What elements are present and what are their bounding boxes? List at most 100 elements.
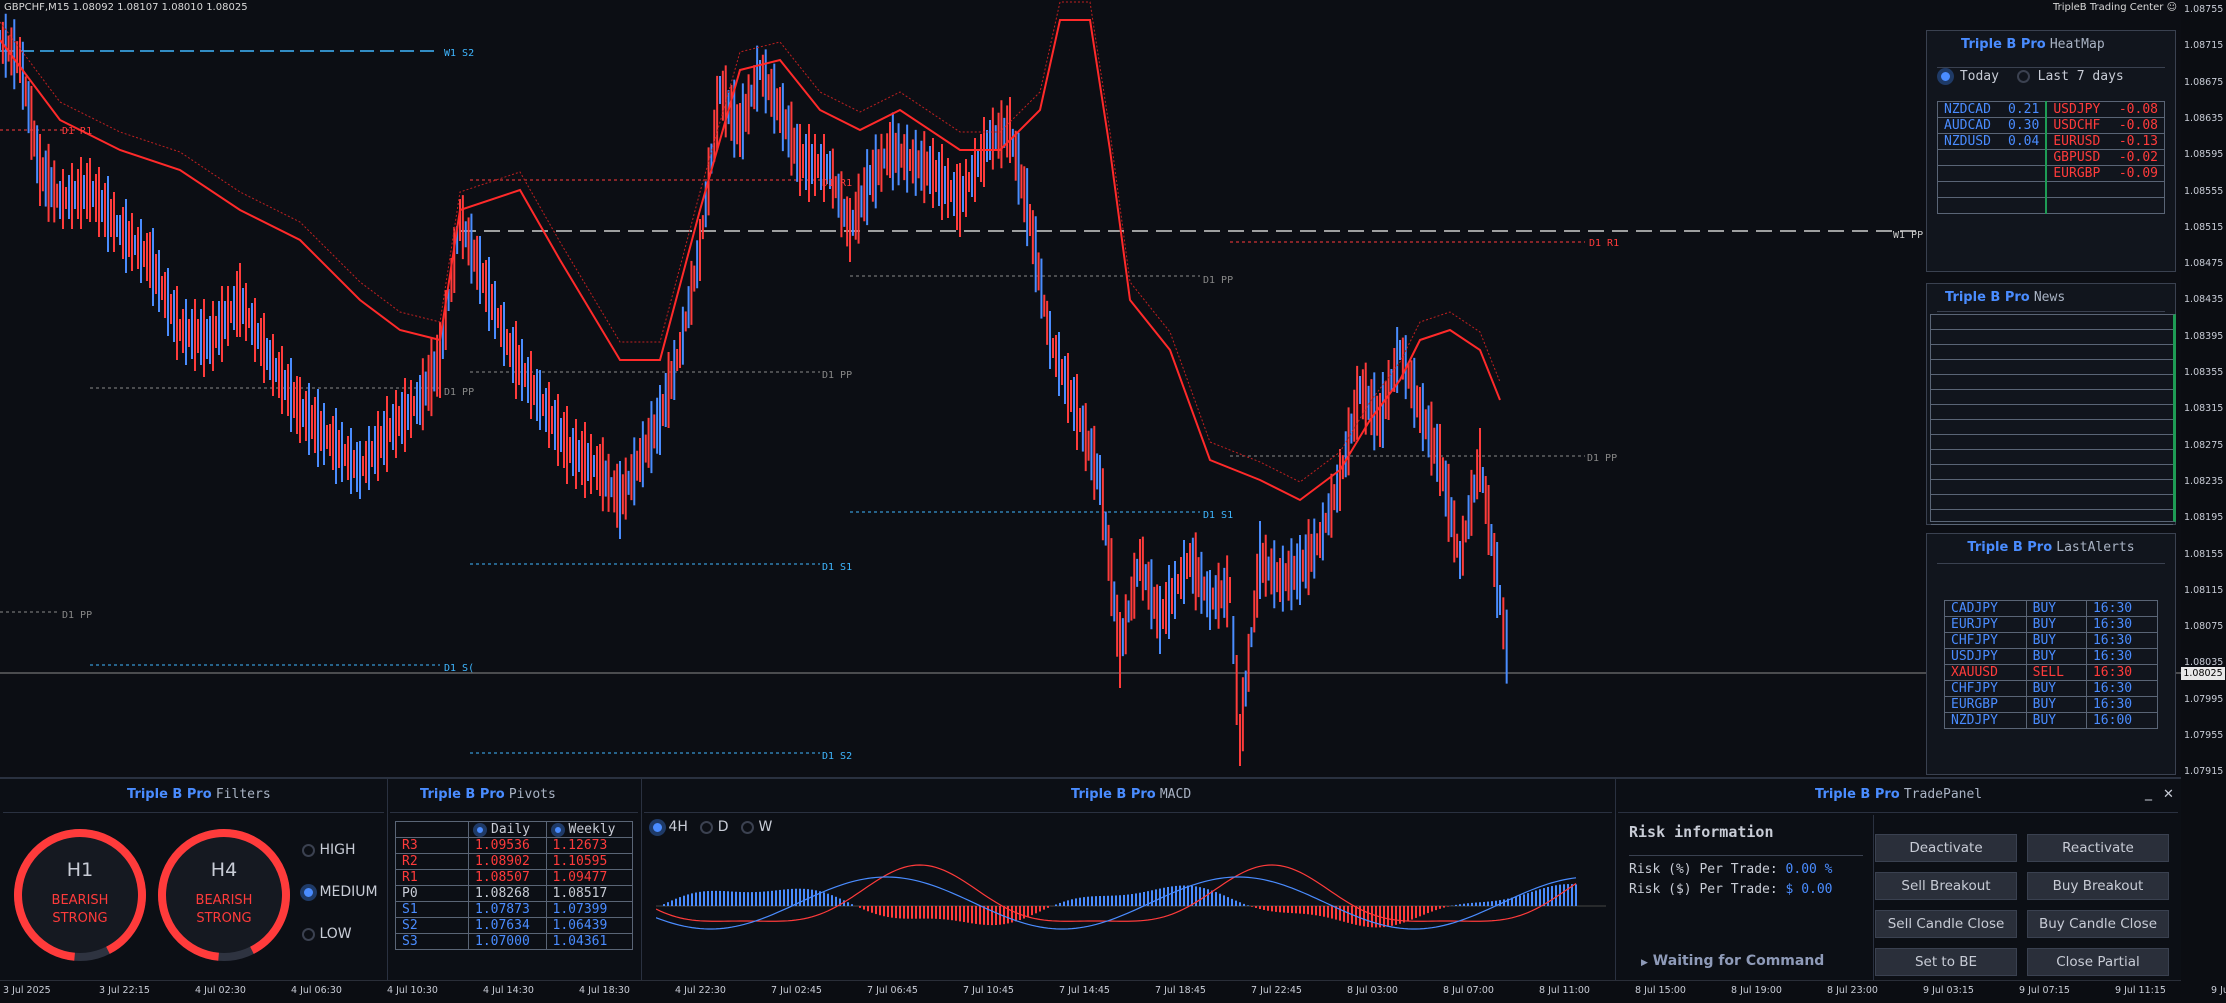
buy-candle-close-button[interactable]: Buy Candle Close (2027, 910, 2169, 938)
time-tick: 7 Jul 14:45 (1059, 985, 1110, 996)
alert-row[interactable]: EURJPY BUY 16:30 (1944, 616, 2159, 633)
deactivate-button[interactable]: Deactivate (1875, 834, 2017, 862)
time-tick: 8 Jul 23:00 (1827, 985, 1878, 996)
news-row[interactable] (1931, 315, 2173, 330)
heatmap-cell-negative: EURGBP -0.09 (2045, 165, 2166, 182)
minimize-button[interactable]: _ (2145, 785, 2152, 801)
pivot-weekly: 1.08517 (545, 885, 634, 902)
option-medium[interactable]: MEDIUM (302, 871, 378, 913)
radio-daily[interactable] (475, 824, 485, 835)
news-row[interactable] (1931, 360, 2173, 375)
level-label-w1-s2: W1 S2 (444, 48, 475, 59)
alert-side: BUY (2025, 680, 2087, 697)
heatmap-pair: NZDCAD (1944, 102, 1991, 117)
option-today[interactable]: Today (1959, 69, 1999, 84)
radio-w[interactable] (741, 820, 755, 834)
dial-direction: BEARISH (51, 893, 109, 908)
option-w[interactable]: W (758, 819, 773, 835)
risk-usd-row: Risk ($) Per Trade: $ 0.00 (1629, 882, 1833, 897)
radio-today[interactable] (1939, 70, 1952, 83)
heatmap-value: 0.30 (2008, 118, 2040, 133)
sell-breakout-button[interactable]: Sell Breakout (1875, 872, 2017, 900)
news-row[interactable] (1931, 450, 2173, 465)
h1-trend-dial: H1 BEARISH STRONG (10, 825, 150, 965)
price-tick: 1.08355 (2184, 367, 2224, 378)
time-tick: 4 Jul 22:30 (675, 985, 726, 996)
sell-candle-close-button[interactable]: Sell Candle Close (1875, 910, 2017, 938)
alert-row[interactable]: USDJPY BUY 16:30 (1944, 648, 2159, 665)
alert-time: 16:30 (2085, 616, 2159, 633)
news-row[interactable] (1931, 435, 2173, 450)
time-tick: 9 Jul 07:15 (2019, 985, 2070, 996)
alert-row[interactable]: NZDJPY BUY 16:00 (1944, 712, 2159, 729)
set-to-be-button[interactable]: Set to BE (1875, 948, 2017, 976)
heatmap-cell-negative (2045, 181, 2166, 198)
heatmap-value: -0.02 (2118, 150, 2158, 165)
news-row[interactable] (1931, 495, 2173, 510)
heatmap-value: 0.21 (2008, 102, 2040, 117)
pivots-title: Triple B Pro Pivots (420, 787, 556, 802)
radio-d[interactable] (700, 820, 714, 834)
news-row[interactable] (1931, 375, 2173, 390)
news-row[interactable] (1931, 420, 2173, 435)
news-row[interactable] (1931, 465, 2173, 480)
news-list[interactable] (1930, 314, 2176, 525)
radio-last-7-days[interactable] (2016, 70, 2030, 83)
heatmap-cell-positive (1937, 197, 2048, 214)
radio-4h[interactable] (651, 820, 664, 834)
price-tick: 1.08235 (2184, 475, 2224, 487)
alert-row[interactable]: CHFJPY BUY 16:30 (1944, 680, 2159, 697)
price-tick: 1.08515 (2184, 221, 2224, 233)
heatmap-cell-positive (1937, 165, 2048, 182)
alert-pair: CHFJPY (1944, 632, 2027, 649)
alert-time: 16:30 (2085, 696, 2159, 713)
alert-row[interactable]: CADJPY BUY 16:30 (1944, 600, 2159, 617)
heatmap-row: AUDCAD 0.30 USDCHF -0.08 (1937, 117, 2166, 134)
alert-row[interactable]: CHFJPY BUY 16:30 (1944, 632, 2159, 649)
price-axis: 1.08755 1.08715 1.08675 1.08635 1.08595 1.085… (2181, 0, 2226, 980)
heatmap-row (1937, 181, 2166, 198)
risk-percent-value: 0.00 % (1785, 862, 1833, 877)
pivot-row: R2 1.08902 1.10595 (395, 853, 634, 870)
macd-indicator (656, 864, 1606, 930)
reactivate-button[interactable]: Reactivate (2027, 834, 2169, 862)
radio-weekly[interactable] (552, 824, 563, 835)
time-tick: 9 Jul 03:15 (1923, 985, 1974, 996)
news-row[interactable] (1931, 345, 2173, 360)
news-row[interactable] (1931, 510, 2173, 525)
level-label-d1-s1: D1 S1 (822, 562, 853, 573)
alert-pair: EURJPY (1944, 616, 2027, 633)
close-button[interactable]: ✕ (2163, 787, 2174, 802)
news-row[interactable] (1931, 330, 2173, 345)
news-row[interactable] (1931, 405, 2173, 420)
pivots-header-weekly: Weekly (545, 821, 634, 838)
alert-row[interactable]: EURGBP BUY 16:30 (1944, 696, 2159, 713)
pivot-daily: 1.08902 (468, 853, 547, 870)
option-last-7-days[interactable]: Last 7 days (2037, 69, 2124, 84)
alert-pair: EURGBP (1944, 696, 2027, 713)
pivots-section: Triple B Pro Pivots Daily Weekly R3 1.09536… (387, 779, 642, 982)
news-row[interactable] (1931, 480, 2173, 495)
close-partial-button[interactable]: Close Partial (2027, 948, 2169, 976)
dial-timeframe: H1 (66, 859, 94, 881)
price-chart[interactable]: GBPCHF,M15 1.08092 1.08107 1.08010 1.080… (0, 0, 2182, 777)
price-tick: 1.08435 (2184, 294, 2224, 306)
time-tick: 4 Jul 18:30 (579, 985, 630, 996)
heatmap-row: GBPUSD -0.02 (1937, 149, 2166, 166)
news-row[interactable] (1931, 390, 2173, 405)
buy-breakout-button[interactable]: Buy Breakout (2027, 872, 2169, 900)
option-low[interactable]: LOW (302, 913, 378, 955)
option-4h[interactable]: 4H (668, 819, 688, 835)
heatmap-row: NZDCAD 0.21 USDJPY -0.08 (1937, 101, 2166, 118)
alert-pair: USDJPY (1944, 648, 2027, 665)
option-d[interactable]: D (717, 819, 729, 835)
level-label-d1-s1: D1 S1 (1203, 510, 1234, 521)
option-high[interactable]: HIGH (302, 829, 378, 871)
alert-time: 16:30 (2085, 632, 2159, 649)
dial-timeframe: H4 (210, 859, 238, 881)
alert-row[interactable]: XAUUSD SELL 16:30 (1944, 664, 2159, 681)
time-tick: 8 Jul 03:00 (1347, 985, 1398, 996)
pivot-daily: 1.07634 (468, 917, 547, 934)
level-label-d1-pp: D1 PP (1203, 275, 1234, 286)
price-tick: 1.08755 (2184, 4, 2224, 15)
